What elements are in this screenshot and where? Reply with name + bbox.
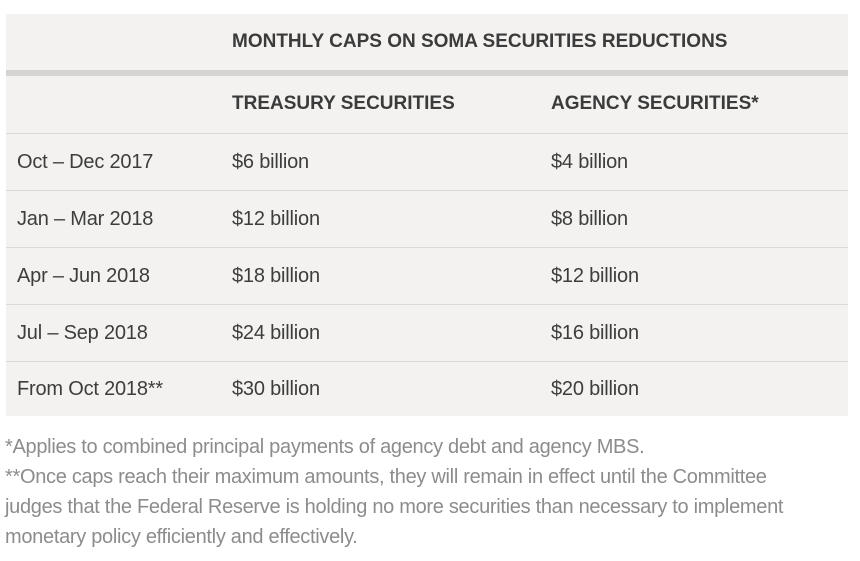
footnote-max-caps: **Once caps reach their maximum amounts,… [5, 466, 767, 488]
agency-cell: $16 billion [551, 321, 639, 344]
row-divider [6, 190, 848, 191]
footnote-max-caps-cont: judges that the Federal Reserve is holdi… [5, 496, 784, 518]
column-header-treasury: TREASURY SECURITIES [232, 93, 455, 114]
table-row: Oct – Dec 2017 $6 billion $4 billion [6, 134, 848, 190]
treasury-cell: $6 billion [232, 150, 309, 173]
title-divider [6, 70, 848, 76]
period-cell: Jan – Mar 2018 [17, 207, 154, 230]
row-divider [6, 247, 848, 248]
table-title: MONTHLY CAPS ON SOMA SECURITIES REDUCTIO… [232, 31, 728, 52]
agency-cell: $12 billion [551, 264, 639, 287]
row-divider [6, 304, 848, 305]
footnote-agency: *Applies to combined principal payments … [5, 436, 645, 458]
table-row: Jul – Sep 2018 $24 billion $16 billion [6, 305, 848, 361]
table-title-row: MONTHLY CAPS ON SOMA SECURITIES REDUCTIO… [6, 14, 848, 70]
footnote-max-caps-end: monetary policy efficiently and effectiv… [5, 526, 358, 548]
agency-cell: $4 billion [551, 150, 628, 173]
period-cell: Oct – Dec 2017 [17, 150, 154, 173]
table-row: Jan – Mar 2018 $12 billion $8 billion [6, 191, 848, 247]
period-cell: Apr – Jun 2018 [17, 264, 150, 287]
agency-cell: $8 billion [551, 207, 628, 230]
caps-table: MONTHLY CAPS ON SOMA SECURITIES REDUCTIO… [6, 14, 848, 416]
column-header-agency: AGENCY SECURITIES* [551, 93, 759, 114]
column-header-row: TREASURY SECURITIES AGENCY SECURITIES* [6, 76, 848, 132]
period-cell: Jul – Sep 2018 [17, 321, 148, 344]
footnotes: *Applies to combined principal payments … [5, 432, 845, 552]
treasury-cell: $24 billion [232, 321, 320, 344]
row-divider [6, 361, 848, 362]
treasury-cell: $18 billion [232, 264, 320, 287]
agency-cell: $20 billion [551, 377, 639, 400]
table-row: Apr – Jun 2018 $18 billion $12 billion [6, 248, 848, 304]
treasury-cell: $30 billion [232, 377, 320, 400]
table-row: From Oct 2018** $30 billion $20 billion [6, 362, 848, 416]
row-divider [6, 133, 848, 134]
treasury-cell: $12 billion [232, 207, 320, 230]
period-cell: From Oct 2018** [17, 377, 163, 400]
